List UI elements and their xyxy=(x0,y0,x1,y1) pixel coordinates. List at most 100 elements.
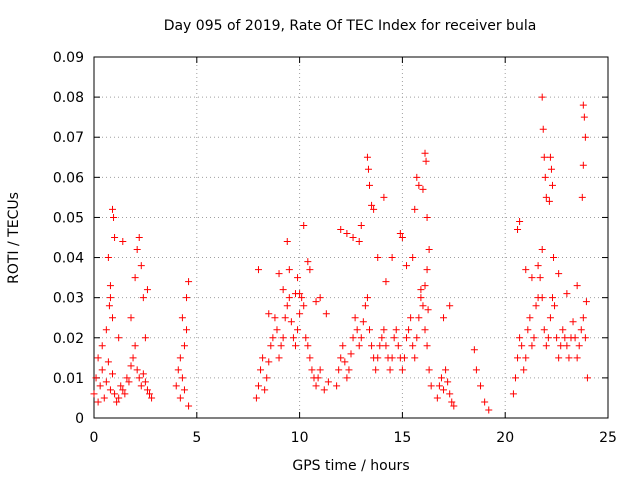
data-point xyxy=(343,374,351,382)
x-tick-label: 15 xyxy=(393,430,411,446)
x-tick-label: 25 xyxy=(599,430,617,446)
data-point xyxy=(355,342,363,350)
data-point xyxy=(335,366,343,374)
data-point xyxy=(551,302,559,310)
data-point xyxy=(380,326,388,334)
data-point xyxy=(559,326,567,334)
y-tick-label: 0.03 xyxy=(53,291,84,307)
data-point xyxy=(308,366,316,374)
data-point xyxy=(100,394,108,402)
data-point xyxy=(550,254,558,262)
data-point xyxy=(419,302,427,310)
data-point xyxy=(113,398,121,406)
data-point xyxy=(446,302,454,310)
data-point xyxy=(285,294,293,302)
data-point xyxy=(121,390,129,398)
x-tick-label: 20 xyxy=(496,430,514,446)
data-point xyxy=(446,390,454,398)
data-point xyxy=(561,334,569,342)
data-point xyxy=(382,342,390,350)
data-point xyxy=(102,378,110,386)
data-point xyxy=(339,342,347,350)
data-point xyxy=(316,294,324,302)
data-point xyxy=(133,366,141,374)
data-point xyxy=(582,298,590,306)
data-point xyxy=(306,354,314,362)
data-point xyxy=(423,342,431,350)
data-point xyxy=(450,402,458,410)
data-point xyxy=(547,165,555,173)
y-tick-label: 0.02 xyxy=(53,331,84,347)
data-point xyxy=(143,286,151,294)
data-point xyxy=(277,342,285,350)
data-point xyxy=(337,225,345,233)
data-point xyxy=(127,314,135,322)
data-point xyxy=(265,310,273,318)
data-point xyxy=(540,326,548,334)
data-point xyxy=(263,374,271,382)
data-point xyxy=(111,234,119,241)
data-point xyxy=(427,382,435,390)
data-point xyxy=(304,258,312,266)
y-tick-label: 0.01 xyxy=(53,371,84,387)
data-point xyxy=(577,326,585,334)
data-point xyxy=(472,366,480,374)
data-point xyxy=(98,366,106,374)
axis-ticks: 0 0.01 0.02 0.03 0.04 0.05 0.06 0.07 0.08 0.09 0 5 1… xyxy=(53,50,617,446)
data-point xyxy=(557,342,565,350)
data-point xyxy=(143,386,151,394)
data-point xyxy=(390,334,398,342)
data-point xyxy=(423,266,431,274)
data-point xyxy=(353,326,361,334)
data-point xyxy=(94,354,102,362)
data-point xyxy=(298,294,306,302)
data-point xyxy=(380,193,388,201)
data-point xyxy=(388,354,396,362)
data-point xyxy=(320,386,328,394)
data-point xyxy=(524,326,532,334)
data-point xyxy=(283,238,291,246)
data-point xyxy=(534,262,542,270)
data-point xyxy=(341,358,349,366)
data-point xyxy=(366,326,374,334)
data-point xyxy=(368,201,376,209)
y-axis-label: ROTI / TECUs xyxy=(6,192,22,284)
data-point xyxy=(259,354,267,362)
data-point xyxy=(254,266,262,274)
data-point xyxy=(102,326,110,334)
data-point xyxy=(442,366,450,374)
data-point xyxy=(174,366,182,374)
data-point xyxy=(123,374,131,382)
data-point xyxy=(422,157,430,165)
data-point xyxy=(347,350,355,358)
data-point xyxy=(105,302,113,310)
data-point xyxy=(252,394,260,402)
data-point xyxy=(302,334,310,342)
data-point xyxy=(522,266,530,274)
data-point xyxy=(271,314,279,322)
data-point xyxy=(185,402,193,410)
x-tick-label: 0 xyxy=(90,430,99,446)
data-point xyxy=(133,246,141,254)
data-point xyxy=(355,238,363,246)
data-point xyxy=(541,173,549,181)
data-point xyxy=(481,398,489,406)
data-point xyxy=(396,229,404,237)
data-point xyxy=(411,205,419,213)
data-point xyxy=(386,366,394,374)
y-tick-label: 0.06 xyxy=(53,170,84,186)
data-point xyxy=(538,93,546,101)
data-point xyxy=(407,314,415,322)
data-point xyxy=(125,378,133,386)
data-point xyxy=(421,326,429,334)
data-point xyxy=(281,314,289,322)
data-point xyxy=(388,254,396,262)
data-point xyxy=(548,294,556,302)
data-point xyxy=(575,342,583,350)
data-point xyxy=(349,334,357,342)
data-point xyxy=(581,334,589,342)
data-point xyxy=(131,342,139,350)
data-point xyxy=(357,221,365,229)
data-point xyxy=(104,358,112,366)
data-point xyxy=(546,153,554,161)
